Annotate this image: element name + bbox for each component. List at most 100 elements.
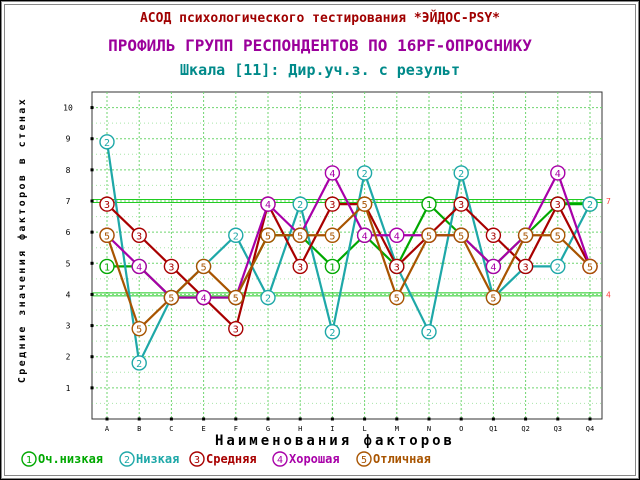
- data-point-label: 2: [233, 231, 239, 242]
- data-point: 4: [195, 289, 212, 306]
- data-point-label: 5: [587, 262, 593, 273]
- data-point-marker: [324, 196, 341, 212]
- data-point-label: 5: [394, 294, 400, 305]
- legend-item: 2 Низкая: [119, 451, 179, 467]
- x-tick-label: H: [298, 425, 302, 433]
- y-tick-mark: [90, 137, 94, 141]
- y-tick-label: 2: [66, 353, 71, 362]
- series-layer: 1111111111111111222222222222222233333333…: [99, 134, 598, 371]
- data-point-label: 1: [104, 262, 110, 273]
- data-point-label: 3: [104, 200, 110, 211]
- x-tick-mark: [524, 417, 528, 421]
- data-point: 3: [550, 196, 566, 212]
- legend-marker-label: 3: [194, 455, 200, 466]
- x-tick-label: E: [201, 425, 205, 433]
- reference-line-label: 7: [606, 197, 611, 206]
- x-tick-label: M: [395, 425, 399, 433]
- data-point-marker: [485, 289, 502, 306]
- data-point-marker: [228, 320, 244, 337]
- data-point: 2: [260, 289, 276, 306]
- data-point-label: 5: [265, 231, 271, 242]
- data-point: 5: [324, 227, 341, 243]
- data-point: 5: [131, 320, 147, 337]
- data-point: 4: [485, 258, 502, 275]
- y-tick-mark: [90, 106, 94, 110]
- data-point-label: 3: [297, 262, 303, 273]
- app-title: АСОД психологического тестирования *ЭЙДО…: [140, 10, 500, 26]
- data-point-label: 2: [265, 294, 271, 305]
- data-point-label: 3: [329, 200, 335, 211]
- data-point: 2: [228, 227, 244, 243]
- data-point-marker: [131, 355, 147, 371]
- scale-subtitle: Шкала [11]: Дир.уч.з. с результ: [180, 61, 460, 79]
- data-point: 5: [260, 227, 276, 243]
- data-point-marker: [228, 227, 244, 243]
- data-point-label: 4: [329, 169, 335, 180]
- data-point: 2: [131, 355, 147, 371]
- data-point: 3: [453, 196, 469, 212]
- data-point: 1: [421, 196, 437, 212]
- x-tick-label: L: [362, 425, 366, 433]
- legend-item: 3 Средняя: [189, 451, 257, 467]
- data-point-marker: [131, 258, 147, 275]
- x-tick-mark: [169, 417, 173, 421]
- legend: 1 Оч.низкая 2 Низкая 3 Средняя 4 Хорошая 5 Отличн…: [21, 451, 431, 467]
- data-point-label: 4: [136, 262, 142, 273]
- data-point: 2: [421, 324, 437, 340]
- data-point: 2: [453, 165, 469, 181]
- x-tick-mark: [266, 417, 270, 421]
- legend-marker-label: 1: [26, 455, 32, 466]
- x-tick-mark: [105, 417, 109, 421]
- legend-item: 4 Хорошая: [272, 451, 340, 467]
- data-point-marker: [421, 227, 437, 243]
- data-point-marker: [550, 165, 566, 181]
- legend-marker: [119, 451, 135, 467]
- y-tick-label: 7: [66, 197, 71, 206]
- data-point-label: 5: [329, 231, 335, 242]
- data-point-marker: [453, 227, 469, 243]
- data-point-marker: [260, 227, 276, 243]
- data-point: 5: [163, 289, 180, 306]
- data-point: 5: [228, 289, 244, 306]
- y-tick-mark: [90, 324, 94, 328]
- reference-line-label: 4: [606, 290, 611, 299]
- data-point-label: 4: [555, 169, 561, 180]
- data-point-label: 4: [394, 231, 400, 242]
- data-point-marker: [131, 320, 147, 337]
- x-tick-mark: [459, 417, 463, 421]
- data-point-marker: [453, 196, 469, 212]
- data-point: 2: [550, 258, 566, 275]
- data-point-label: 5: [523, 231, 529, 242]
- data-point-label: 5: [233, 294, 239, 305]
- data-point-label: 5: [362, 200, 368, 211]
- screen-inner-frame: [4, 4, 636, 476]
- data-point-marker: [356, 196, 373, 212]
- data-point: 5: [356, 196, 373, 212]
- legend-marker-label: 2: [124, 455, 130, 466]
- data-point-label: 3: [233, 325, 239, 336]
- x-tick-label: O: [459, 425, 463, 433]
- legend-marker: [356, 451, 372, 467]
- data-point-label: 5: [490, 294, 496, 305]
- x-tick-label: Q1: [489, 425, 497, 433]
- data-point-marker: [324, 324, 341, 340]
- data-point-marker: [582, 196, 598, 212]
- y-tick-mark: [90, 355, 94, 359]
- data-point-marker: [195, 289, 212, 306]
- legend-label: Низкая: [136, 452, 179, 466]
- x-tick-label: B: [137, 425, 141, 433]
- data-point-marker: [389, 258, 405, 275]
- x-tick-mark: [202, 417, 206, 421]
- x-tick-mark: [427, 417, 431, 421]
- y-tick-mark: [90, 168, 94, 172]
- data-point-marker: [421, 196, 437, 212]
- data-point: 3: [163, 258, 180, 275]
- data-point-marker: [453, 165, 469, 181]
- data-point-marker: [195, 258, 212, 275]
- legend-marker-label: 4: [277, 455, 283, 466]
- data-point-label: 3: [168, 262, 174, 273]
- data-point-label: 3: [555, 200, 561, 211]
- y-tick-mark: [90, 261, 94, 265]
- data-point-marker: [485, 258, 502, 275]
